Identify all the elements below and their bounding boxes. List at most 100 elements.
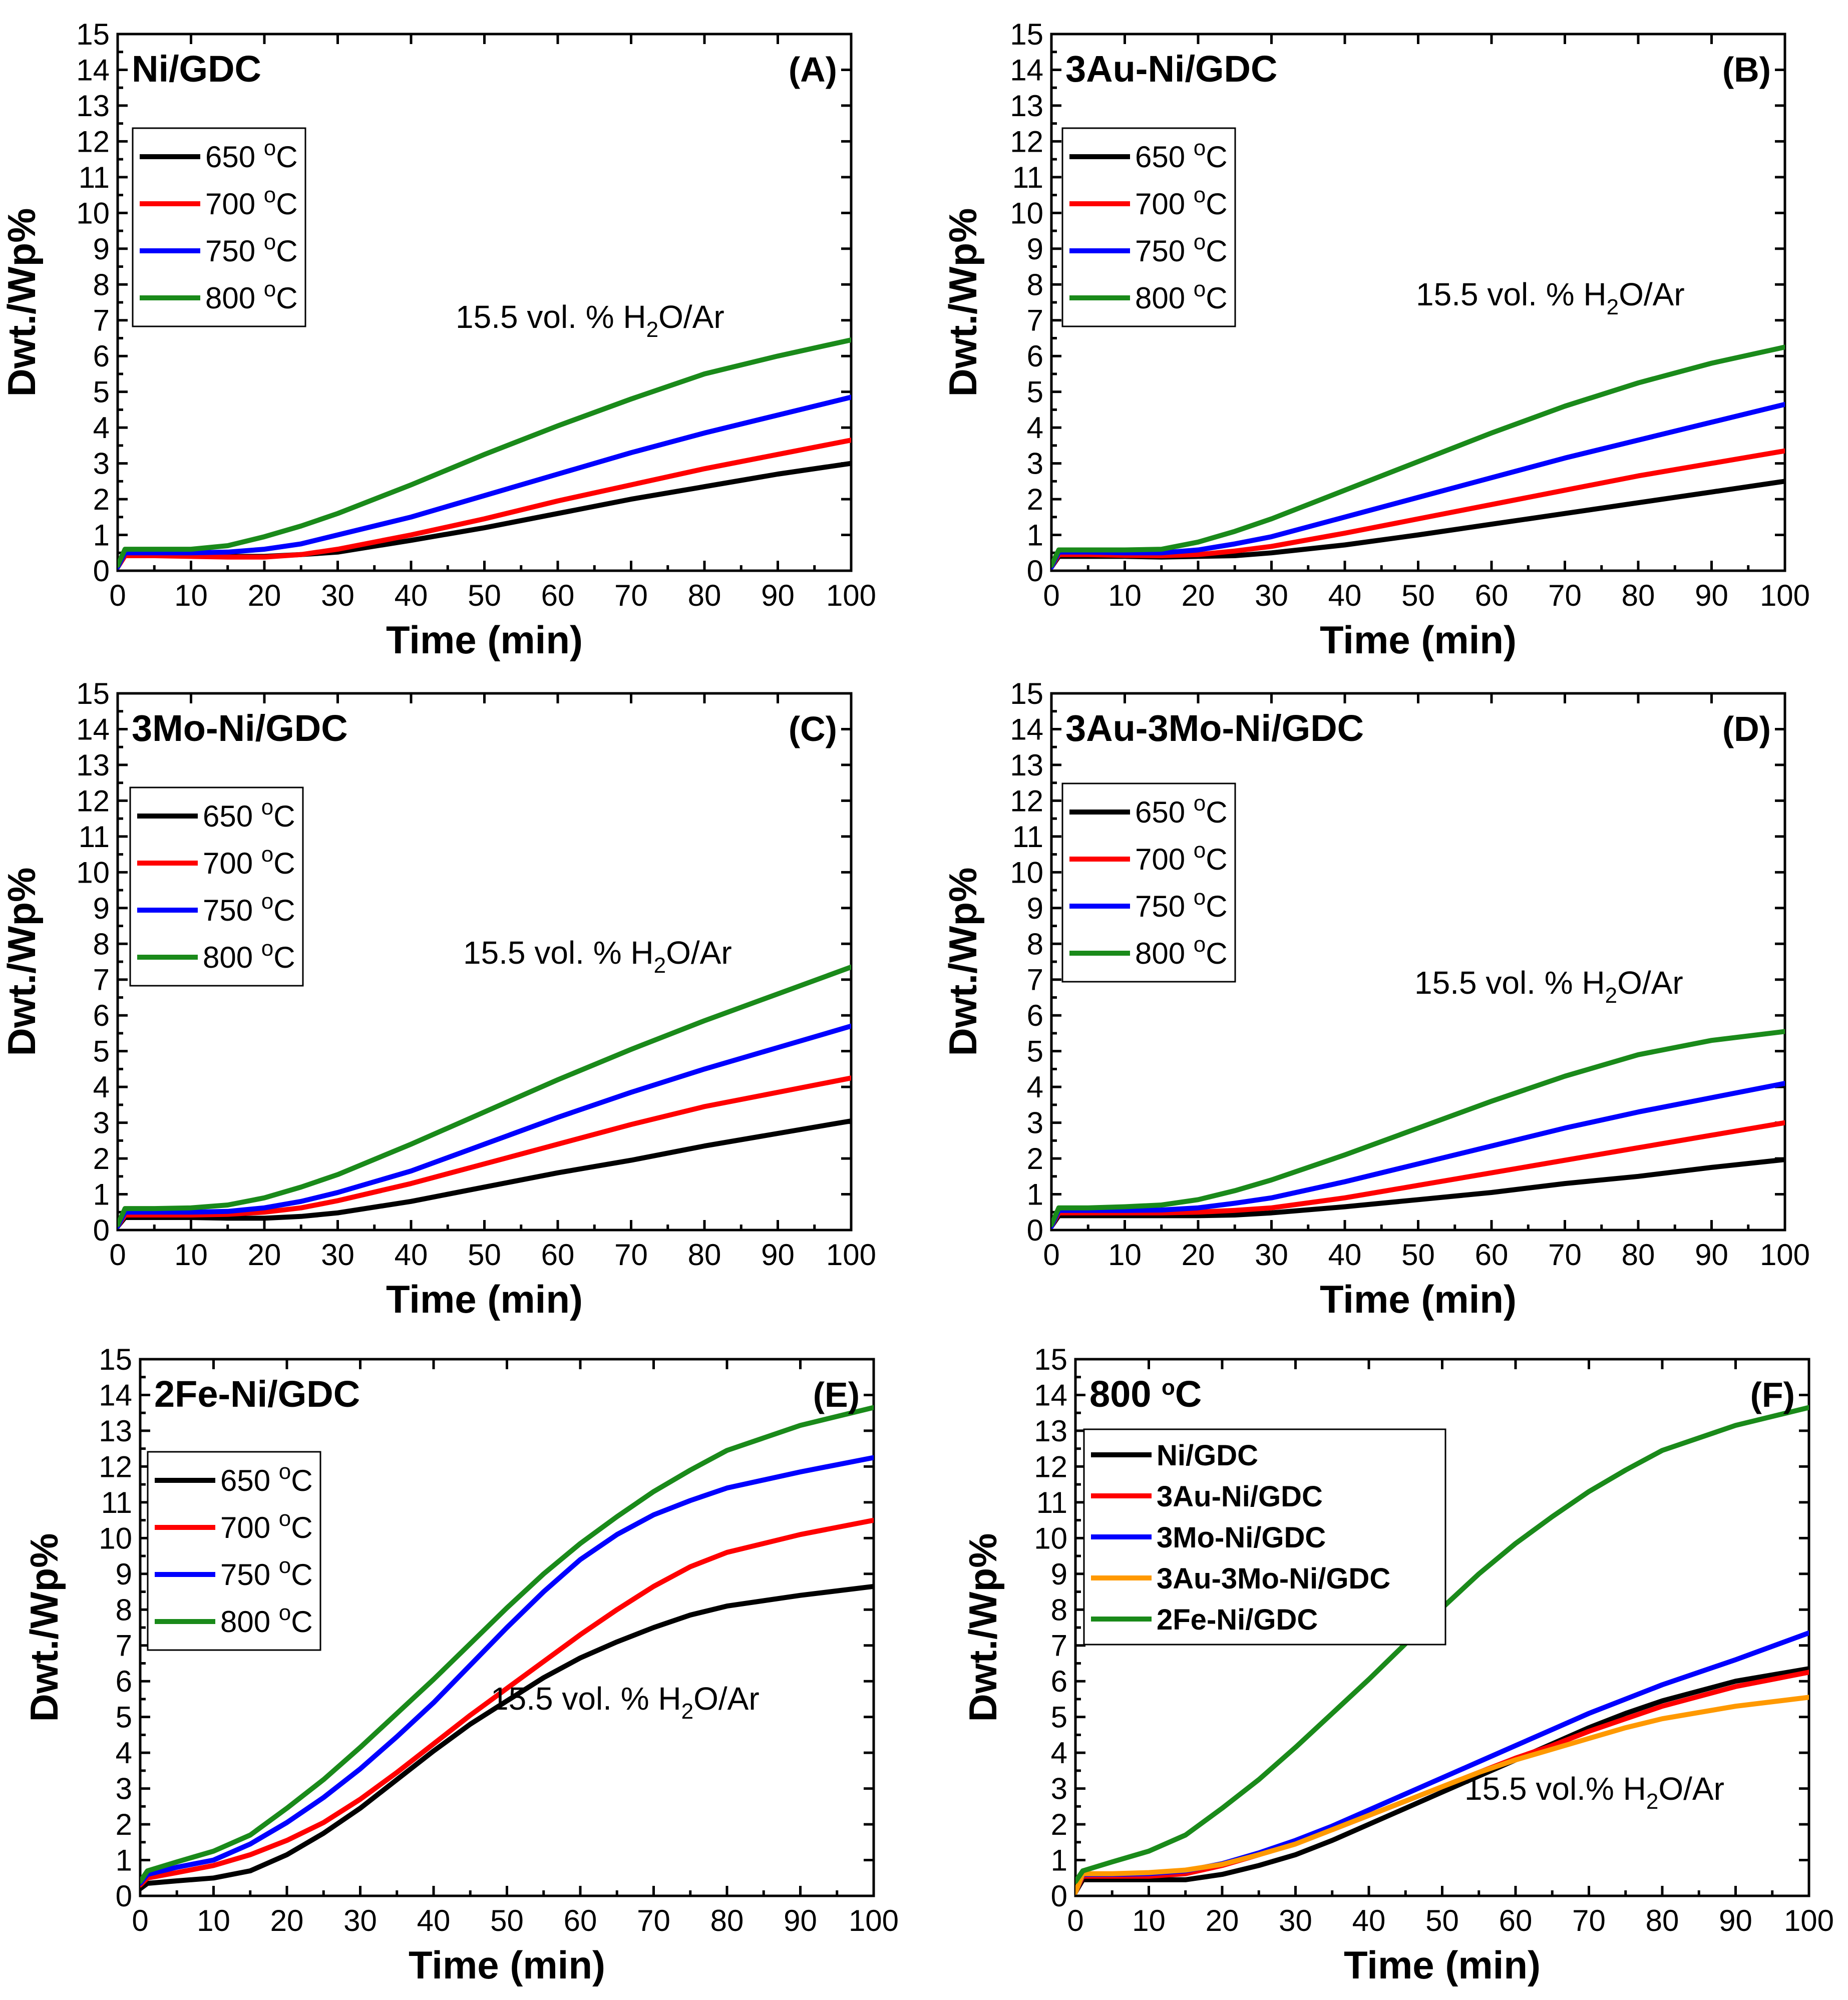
- y-tick-label: 4: [1051, 1736, 1067, 1770]
- x-axis-title: Time (min): [409, 1943, 605, 1987]
- series-line-800: [118, 337, 851, 568]
- y-tick-label: 9: [1027, 232, 1043, 266]
- condition-annotation: 15.5 vol. % H2O/Ar: [463, 935, 732, 978]
- y-tick-label: 12: [76, 784, 110, 818]
- x-axis-title: Time (min): [1320, 1277, 1517, 1321]
- y-axis-title: Dwt./Wp%: [941, 868, 985, 1056]
- legend-label: 750 oC: [205, 230, 298, 268]
- y-tick-label: 9: [93, 232, 110, 266]
- x-tick-label: 10: [197, 1904, 230, 1937]
- series-line-2fe-ni-gdc: [1075, 1405, 1809, 1884]
- y-tick-label: 2: [93, 483, 110, 516]
- series-line-800: [118, 964, 851, 1228]
- series-line-700: [118, 1075, 851, 1229]
- y-tick-label: 3: [93, 1106, 110, 1140]
- y-tick-label: 2: [116, 1808, 132, 1841]
- x-tick-label: 80: [1622, 579, 1655, 612]
- x-tick-label: 0: [109, 579, 126, 612]
- legend-label: 3Au-3Mo-Ni/GDC: [1157, 1562, 1390, 1595]
- series-line-700: [140, 1517, 874, 1888]
- x-tick-label: 10: [1108, 579, 1142, 612]
- y-tick-label: 9: [116, 1557, 132, 1591]
- panel-letter: (D): [1722, 709, 1771, 748]
- y-tick-label: 14: [1010, 53, 1043, 87]
- legend-label: 800 oC: [1135, 932, 1228, 970]
- series-line-3mo-ni-gdc: [1075, 1630, 1809, 1895]
- y-tick-label: 15: [76, 677, 110, 710]
- legend-label: 800 oC: [1135, 277, 1228, 315]
- y-tick-label: 4: [93, 411, 110, 445]
- x-tick-label: 60: [564, 1904, 597, 1937]
- y-tick-label: 0: [93, 1214, 110, 1247]
- x-tick-label: 90: [1719, 1904, 1752, 1937]
- chart-panel-c: 0 10 20 30 40 50 60 70 80 90 100012345678910111213…: [0, 677, 876, 1321]
- y-tick-label: 7: [93, 963, 110, 997]
- y-tick-label: 6: [116, 1665, 132, 1698]
- x-tick-label: 20: [270, 1904, 304, 1937]
- legend-label: 750 oC: [1135, 885, 1228, 923]
- legend: 650 oC 700 oC 750 oC 800 oC: [1061, 127, 1236, 327]
- legend: Ni/GDC 3Au-Ni/GDC 3Mo-Ni/GDC 3Au-3Mo-Ni/…: [1083, 1428, 1446, 1646]
- y-tick-label: 5: [93, 375, 110, 409]
- y-tick-label: 4: [1027, 411, 1043, 445]
- y-tick-label: 3: [1027, 447, 1043, 481]
- y-tick-label: 1: [93, 519, 110, 552]
- x-tick-label: 80: [688, 579, 721, 612]
- y-tick-label: 8: [1051, 1593, 1067, 1627]
- x-tick-label: 90: [761, 1238, 795, 1272]
- x-tick-label: 20: [248, 579, 281, 612]
- y-tick-label: 1: [1027, 519, 1043, 552]
- legend-label: 700 oC: [1135, 183, 1228, 221]
- y-tick-label: 13: [1010, 89, 1043, 123]
- y-tick-label: 4: [1027, 1070, 1043, 1104]
- series-line-ni-gdc: [1075, 1666, 1809, 1895]
- x-tick-label: 20: [248, 1238, 281, 1272]
- y-tick-label: 5: [93, 1035, 110, 1068]
- legend-label: 3Mo-Ni/GDC: [1157, 1521, 1326, 1554]
- chart-panel-f: 0 10 20 30 40 50 60 70 80 90 100012345678910111213…: [961, 1343, 1834, 1987]
- legend-label: 700 oC: [220, 1506, 313, 1544]
- legend-label: 800 oC: [205, 277, 298, 315]
- panel-letter: (C): [789, 709, 837, 748]
- y-tick-label: 10: [99, 1521, 132, 1555]
- y-axis-title: Dwt./Wp%: [0, 868, 44, 1056]
- legend-label: 3Au-Ni/GDC: [1157, 1480, 1323, 1513]
- series-line-750: [118, 394, 851, 570]
- x-tick-label: 0: [1043, 1238, 1059, 1272]
- legend-box: [1061, 127, 1236, 327]
- panel-letter: (B): [1722, 50, 1771, 89]
- y-tick-label: 14: [99, 1378, 132, 1412]
- x-tick-label: 100: [1784, 1904, 1834, 1937]
- x-tick-label: 80: [1646, 1904, 1679, 1937]
- y-tick-label: 6: [93, 999, 110, 1032]
- panel-title: Ni/GDC: [132, 48, 261, 90]
- x-tick-label: 40: [1328, 1238, 1362, 1272]
- legend: 650 oC 700 oC 750 oC 800 oC: [147, 1451, 321, 1651]
- x-tick-label: 60: [541, 579, 575, 612]
- y-tick-label: 5: [116, 1701, 132, 1734]
- y-tick-label: 8: [1027, 268, 1043, 301]
- x-tick-label: 50: [1425, 1904, 1459, 1937]
- y-tick-label: 9: [93, 892, 110, 925]
- series-line-750: [1051, 1081, 1785, 1229]
- y-tick-label: 3: [93, 447, 110, 481]
- y-tick-label: 1: [93, 1178, 110, 1212]
- legend-label: 650 oC: [1135, 791, 1228, 829]
- y-tick-label: 6: [1027, 339, 1043, 373]
- x-axis-title: Time (min): [1344, 1943, 1541, 1987]
- series-line-750: [140, 1455, 874, 1886]
- y-tick-label: 2: [1027, 1142, 1043, 1175]
- x-tick-label: 30: [1279, 1904, 1312, 1937]
- x-tick-label: 30: [321, 579, 354, 612]
- x-tick-label: 80: [710, 1904, 744, 1937]
- y-tick-label: 15: [1034, 1343, 1067, 1376]
- x-tick-label: 50: [490, 1904, 524, 1937]
- series-line-750: [1051, 402, 1785, 570]
- series-line-650: [1051, 1157, 1785, 1229]
- y-tick-label: 12: [76, 125, 110, 158]
- y-tick-label: 13: [99, 1414, 132, 1448]
- y-tick-label: 11: [1036, 1486, 1067, 1519]
- condition-annotation: 15.5 vol.% H2O/Ar: [1464, 1771, 1724, 1814]
- x-tick-label: 20: [1182, 1238, 1215, 1272]
- panel-letter: (A): [789, 50, 837, 89]
